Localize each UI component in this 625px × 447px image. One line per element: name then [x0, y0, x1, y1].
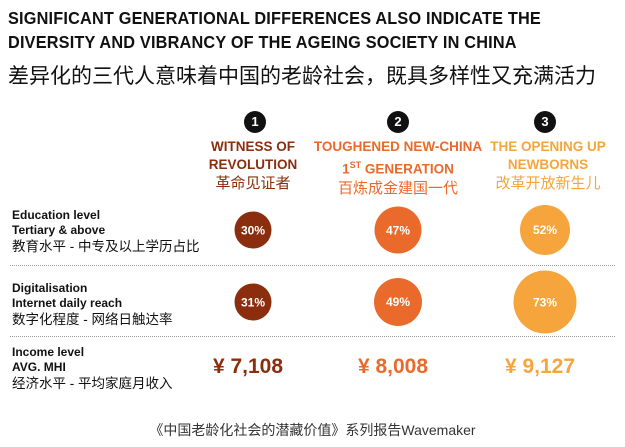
value-circle: 49%: [374, 278, 422, 326]
gen-title-2: NEWBORNS: [507, 157, 589, 172]
sublabel: Tertiary & above: [12, 223, 106, 237]
row-label-education: Education level Tertiary & above 教育水平 - 中专…: [12, 208, 200, 255]
number-badge-2: 2: [387, 111, 409, 133]
number-badge-3: 3: [534, 111, 556, 133]
value-circle: 73%: [513, 270, 577, 334]
generation-header-1: WITNESS OF REVOLUTION 革命见证者: [163, 138, 343, 193]
title-line-2: DIVERSITY AND VIBRANCY OF THE AGEING SOC…: [8, 32, 517, 52]
generation-header-2: TOUGHENED NEW-CHINA 1ST GENERATION 百炼成金建国一…: [308, 138, 488, 198]
value-circle: 30%: [234, 211, 272, 249]
value-circle: 31%: [234, 283, 272, 321]
title-en: SIGNIFICANT GENERATIONAL DIFFERENCES ALS…: [8, 6, 541, 54]
gen-title-cn: 改革开放新生儿: [495, 175, 601, 192]
label: Income level: [12, 345, 85, 359]
gen-title-1: TOUGHENED NEW-CHINA: [313, 139, 483, 154]
label-cn: 经济水平 - 平均家庭月收入: [12, 376, 173, 391]
gen-title-1: WITNESS OF: [211, 139, 295, 154]
value-circle: 52%: [520, 205, 570, 255]
number-badge-1: 1: [244, 111, 266, 133]
income-gen-2: ¥ 8,008: [357, 355, 429, 378]
caption: 《中国老龄化社会的潜藏价值》系列报告Wavemaker: [149, 422, 476, 438]
generation-header-3: THE OPENING UP NEWBORNS 改革开放新生儿: [458, 138, 625, 193]
title-cn: 差异化的三代人意味着中国的老龄社会，既具多样性又充满活力: [8, 65, 596, 88]
gen-ordinal-sup: ST: [349, 160, 362, 170]
divider: [10, 265, 615, 266]
gen-ordinal: 1: [342, 161, 350, 177]
sublabel: Internet daily reach: [12, 296, 123, 310]
label: Digitalisation: [12, 281, 88, 295]
gen-title-2: 1ST GENERATION: [308, 156, 488, 179]
label-cn: 教育水平 - 中专及以上学历占比: [12, 239, 200, 254]
gen-title-1: THE OPENING UP: [490, 139, 606, 154]
divider: [10, 336, 615, 337]
gen-title-cn: 革命见证者: [215, 175, 291, 192]
gen-title-2: REVOLUTION: [208, 157, 298, 172]
income-gen-3: ¥ 9,127: [504, 355, 576, 378]
gen-title-cn: 百炼成金建国一代: [337, 179, 458, 197]
gen-title-rest: GENERATION: [361, 161, 454, 177]
sublabel: AVG. MHI: [12, 360, 66, 374]
title-line-1: SIGNIFICANT GENERATIONAL DIFFERENCES ALS…: [8, 8, 541, 28]
label: Education level: [12, 208, 101, 222]
income-gen-1: ¥ 7,108: [212, 355, 284, 378]
row-label-income: Income level AVG. MHI 经济水平 - 平均家庭月收入: [12, 345, 173, 392]
row-label-digital: Digitalisation Internet daily reach 数字化程度 …: [12, 281, 173, 328]
value-circle: 47%: [374, 206, 422, 254]
label-cn: 数字化程度 - 网络日触达率: [12, 312, 173, 327]
